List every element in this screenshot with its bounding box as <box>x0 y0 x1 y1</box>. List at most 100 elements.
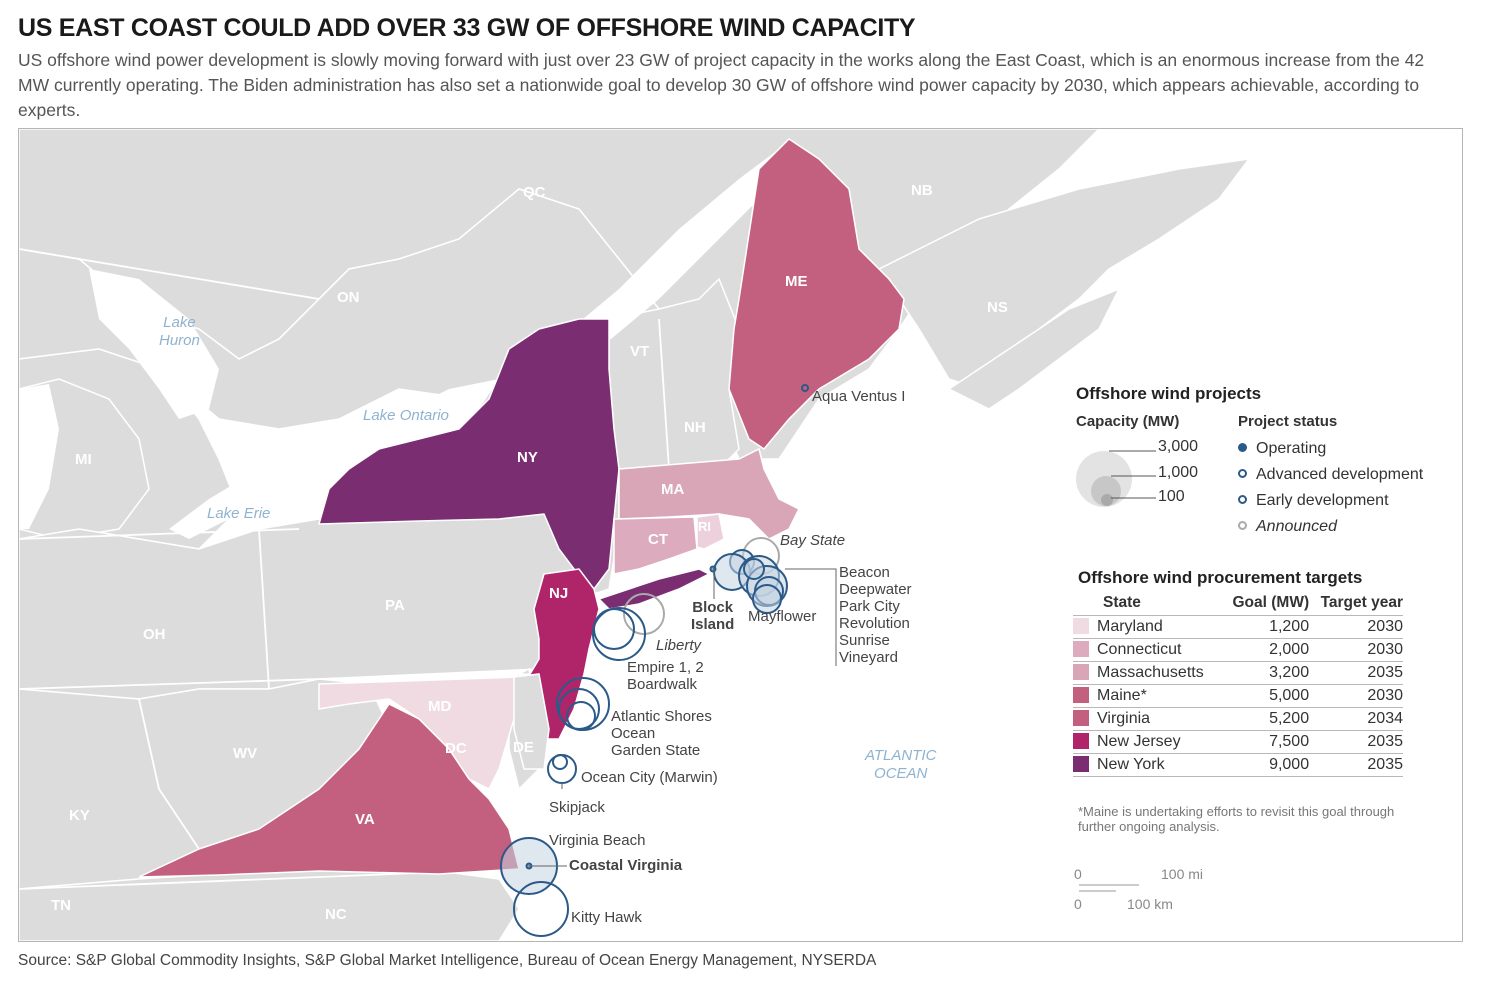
legend-capacity-1000: 1,000 <box>1158 464 1199 481</box>
legend-status-advanced: Advanced development <box>1238 466 1423 484</box>
marker-garden-state <box>566 701 596 731</box>
target-goal: 7,500 <box>1221 730 1310 754</box>
label-ocean-city: Ocean City (Marwin) <box>581 769 718 786</box>
scale-km-zero: 0 <box>1074 896 1082 912</box>
label-mayflower: Mayflower <box>748 608 817 625</box>
label-pa: PA <box>385 597 405 614</box>
state-swatch-icon <box>1073 687 1089 703</box>
col-year: Target year <box>1309 592 1403 616</box>
marker-ocean-city <box>552 754 568 770</box>
col-state: State <box>1073 592 1222 616</box>
label-oh: OH <box>143 626 166 643</box>
targets-row: New York 9,000 2035 <box>1073 753 1403 777</box>
target-goal: 5,200 <box>1221 707 1310 731</box>
target-year: 2030 <box>1309 638 1403 662</box>
target-state: Virginia <box>1073 707 1222 731</box>
target-state: Massachusetts <box>1073 661 1222 685</box>
label-md: MD <box>428 698 452 715</box>
early-ring-icon <box>1238 495 1247 504</box>
label-nh: NH <box>684 419 706 436</box>
target-year: 2035 <box>1309 753 1403 777</box>
marker-ne-7 <box>743 558 765 580</box>
label-qc: QC <box>523 184 546 201</box>
label-tn: TN <box>51 897 71 914</box>
label-nj-projects: Atlantic Shores Ocean Garden State <box>611 708 712 759</box>
targets-row: Connecticut 2,000 2030 <box>1073 638 1403 662</box>
legend-status-label: Project status <box>1238 413 1338 430</box>
target-year: 2035 <box>1309 661 1403 685</box>
label-de: DE <box>513 739 534 756</box>
target-year: 2030 <box>1309 615 1403 639</box>
label-ma: MA <box>661 481 685 498</box>
lake-ontario <box>339 379 499 449</box>
label-liberty: Liberty <box>656 637 702 654</box>
label-dc: DC <box>445 740 467 757</box>
label-coastal-virginia: Coastal Virginia <box>569 857 683 874</box>
state-rhode-island <box>696 513 725 550</box>
target-state: Connecticut <box>1073 638 1222 662</box>
scale-bars <box>1079 884 1139 892</box>
scale-km-label: 100 km <box>1127 896 1173 912</box>
target-goal: 1,200 <box>1221 615 1310 639</box>
label-on: ON <box>337 289 360 306</box>
marker-kitty-hawk <box>513 881 569 937</box>
scale-mi-label: 100 mi <box>1161 866 1204 882</box>
label-skipjack: Skipjack <box>549 799 605 816</box>
label-nb: NB <box>911 182 933 199</box>
state-virginia <box>138 703 520 878</box>
target-year: 2035 <box>1309 730 1403 754</box>
target-state: New Jersey <box>1073 730 1222 754</box>
state-maine <box>728 138 905 450</box>
targets-row: Maryland 1,200 2030 <box>1073 615 1403 639</box>
target-state: Maryland <box>1073 615 1222 639</box>
map-graphic <box>19 129 1251 941</box>
legend-status-early: Early development <box>1238 492 1389 510</box>
label-wv: WV <box>233 745 258 762</box>
lake-michigan <box>19 384 59 529</box>
state-swatch-icon <box>1073 756 1089 772</box>
targets-row: Maine* 5,000 2030 <box>1073 684 1403 708</box>
project-markers <box>500 384 809 937</box>
label-mi: MI <box>75 451 92 468</box>
state-new-york <box>317 318 620 591</box>
lake-erie <box>169 449 319 539</box>
advanced-ring-icon <box>1238 469 1247 478</box>
state-connecticut <box>613 516 698 575</box>
map-panel: QC ON NB NS MI OH PA WV KY TN NC VT NH M… <box>18 128 1463 942</box>
label-empire: Empire 1, 2 Boardwalk <box>627 659 704 693</box>
label-ns: NS <box>987 299 1008 316</box>
targets-row: Virginia 5,200 2034 <box>1073 707 1403 731</box>
target-goal: 2,000 <box>1221 638 1310 662</box>
label-block-island: Block Island <box>691 599 735 633</box>
target-state: New York <box>1073 753 1222 777</box>
label-ne-projects: Beacon Deepwater Park City Revolution Su… <box>839 564 912 666</box>
marker-ne-6 <box>752 584 782 614</box>
targets-title: Offshore wind procurement targets <box>1078 568 1363 587</box>
label-ny: NY <box>517 449 538 466</box>
legend-capacity-label: Capacity (MW) <box>1076 413 1180 430</box>
label-nc: NC <box>325 906 347 923</box>
marker-empire <box>592 607 646 661</box>
target-year: 2034 <box>1309 707 1403 731</box>
marker-block-island <box>709 565 717 573</box>
targets-row: New Jersey 7,500 2035 <box>1073 730 1403 754</box>
label-atlantic: ATLANTIC OCEAN <box>865 747 937 782</box>
source-note: Source: S&P Global Commodity Insights, S… <box>18 952 877 969</box>
state-delaware <box>513 673 550 770</box>
page-title: US EAST COAST COULD ADD OVER 33 GW OF OF… <box>18 14 916 42</box>
scale-mi-zero: 0 <box>1074 866 1082 882</box>
label-nj: NJ <box>549 585 569 602</box>
announced-ring-icon <box>1238 521 1247 530</box>
label-ct: CT <box>648 531 668 548</box>
target-goal: 5,000 <box>1221 684 1310 708</box>
label-aqua-ventus: Aqua Ventus I <box>812 388 906 405</box>
targets-row: Massachusetts 3,200 2035 <box>1073 661 1403 685</box>
ns-land <box>947 287 1121 410</box>
label-me: ME <box>785 273 808 290</box>
state-swatch-icon <box>1073 618 1089 634</box>
leader-lines <box>529 568 837 867</box>
target-year: 2030 <box>1309 684 1403 708</box>
legend-capacity-100: 100 <box>1158 488 1185 505</box>
target-goal: 9,000 <box>1221 753 1310 777</box>
label-va: VA <box>355 811 375 828</box>
